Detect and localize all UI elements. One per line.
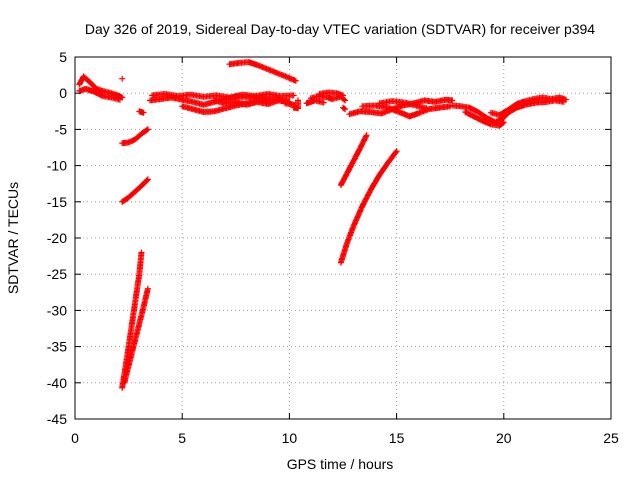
grid <box>75 57 611 419</box>
x-tick-label: 15 <box>389 430 405 446</box>
data-point-markers <box>337 148 400 266</box>
series-sat-u <box>337 132 370 189</box>
series-sat-c <box>119 75 126 82</box>
data-point-markers <box>462 109 507 129</box>
data-point-markers <box>119 176 151 205</box>
x-tick-label: 25 <box>603 430 619 446</box>
y-tick-label: -45 <box>47 411 67 427</box>
series-sat-q <box>303 97 327 107</box>
series-sat-s <box>316 89 346 99</box>
x-tick-label: 10 <box>282 430 298 446</box>
y-tick-label: -30 <box>47 302 67 318</box>
data-point-markers <box>340 104 349 113</box>
data-point-markers <box>337 132 370 189</box>
data-point-markers <box>119 126 151 147</box>
series-sat-ab <box>462 109 507 129</box>
series-sat-e <box>119 176 151 205</box>
data-point-markers <box>376 98 430 112</box>
series-sat-p <box>295 97 301 111</box>
series-sat-d <box>119 126 151 147</box>
chart-title: Day 326 of 2019, Sidereal Day-to-day VTE… <box>85 21 595 37</box>
data-point-markers <box>121 285 151 386</box>
y-tick-label: -5 <box>55 121 68 137</box>
y-tick-label: -20 <box>47 230 67 246</box>
data-point-markers <box>76 73 126 101</box>
data-point-markers <box>303 97 327 107</box>
x-axis-label: GPS time / hours <box>287 456 394 472</box>
series-sat-l <box>211 97 293 108</box>
series-sat-aa <box>487 94 569 118</box>
series-sat-m <box>226 59 299 84</box>
y-tick-label: 5 <box>59 49 67 65</box>
data-series <box>76 59 569 391</box>
y-tick-label: -40 <box>47 375 67 391</box>
y-tick-label: -15 <box>47 194 67 210</box>
series-sat-y <box>376 98 430 112</box>
y-tick-label: -25 <box>47 266 67 282</box>
series-sat-g <box>121 285 151 386</box>
series-sat-h <box>136 108 147 116</box>
data-point-markers <box>119 75 126 82</box>
axis-ticks: 0 5 10 15 20 25 5 0 -5 -10 -15 -20 -25 -30 -35 -40 -45 <box>47 49 619 446</box>
x-tick-label: 0 <box>71 430 79 446</box>
y-tick-label: 0 <box>59 85 67 101</box>
y-tick-label: -10 <box>47 158 67 174</box>
series-sat-j <box>149 90 297 101</box>
x-tick-label: 20 <box>496 430 512 446</box>
series-sat-x <box>359 102 454 120</box>
x-tick-label: 5 <box>178 430 186 446</box>
data-point-markers <box>136 108 147 116</box>
series-sat-b <box>76 85 123 103</box>
data-point-markers <box>316 89 346 99</box>
series-sat-t <box>340 104 349 113</box>
y-tick-label: -35 <box>47 339 67 355</box>
data-point-markers <box>226 59 299 84</box>
series-sat-a <box>76 73 126 101</box>
y-axis-label: SDTVAR / TECUs <box>5 182 21 294</box>
data-point-markers <box>149 90 297 101</box>
data-point-markers <box>76 85 123 103</box>
data-point-markers <box>487 94 569 118</box>
data-point-markers <box>359 102 454 120</box>
series-sat-v <box>337 148 400 266</box>
data-point-markers <box>295 97 301 111</box>
data-point-markers <box>211 97 293 108</box>
